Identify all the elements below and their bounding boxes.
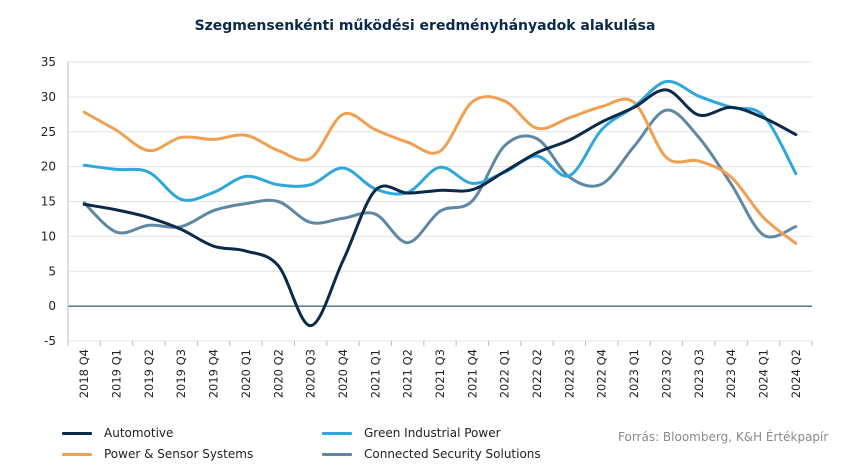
y-tick-label: 30 — [41, 90, 56, 104]
y-tick-label: 35 — [41, 55, 56, 69]
x-tick-label: 2019 Q4 — [207, 349, 221, 398]
x-tick-label: 2024 Q1 — [756, 349, 770, 398]
legend-item-green-industrial: Green Industrial Power — [322, 426, 501, 440]
series-line-connected-security-solutions — [82, 108, 798, 245]
x-tick-label: 2021 Q4 — [465, 349, 479, 398]
x-tick-label: 2023 Q1 — [627, 349, 641, 398]
x-tick-label: 2021 Q1 — [368, 349, 382, 398]
x-tick-label: 2020 Q1 — [239, 349, 253, 398]
legend-label-connected-security: Connected Security Solutions — [364, 447, 541, 461]
source-note: Forrás: Bloomberg, K&H Értékpapír — [618, 430, 829, 444]
x-tick-label: 2022 Q1 — [498, 349, 512, 398]
legend-swatch-automotive — [62, 431, 92, 435]
legend-label-automotive: Automotive — [104, 426, 174, 440]
y-tick-label: 15 — [41, 195, 56, 209]
y-tick-label: 5 — [48, 264, 56, 278]
series-line-automotive — [82, 88, 798, 328]
x-tick-label: 2020 Q4 — [336, 349, 350, 398]
y-tick-label: 25 — [41, 125, 56, 139]
x-tick-label: 2021 Q2 — [401, 349, 415, 398]
x-tick-label: 2022 Q4 — [595, 349, 609, 398]
x-tick-label: 2024 Q2 — [789, 349, 803, 398]
x-tick-label: 2022 Q3 — [562, 349, 576, 398]
y-tick-label: 20 — [41, 160, 56, 174]
x-tick-label: 2023 Q3 — [692, 349, 706, 398]
series-line-power-sensor-systems — [82, 95, 798, 245]
y-tick-label: -5 — [44, 334, 56, 348]
legend-item-connected-security: Connected Security Solutions — [322, 447, 541, 461]
y-tick-label: 0 — [48, 299, 56, 313]
chart-title: Szegmensenkénti működési eredményhányado… — [194, 18, 656, 34]
x-tick-label: 2022 Q2 — [530, 349, 544, 398]
x-tick-label: 2023 Q2 — [659, 349, 673, 398]
x-tick-label: 2021 Q3 — [433, 349, 447, 398]
legend-swatch-connected-security — [322, 452, 352, 456]
x-tick-label: 2020 Q3 — [304, 349, 318, 398]
series-line-green-industrial-power — [82, 79, 798, 202]
legend-item-power-sensor: Power & Sensor Systems — [62, 447, 253, 461]
x-tick-label: 2018 Q4 — [77, 349, 91, 398]
legend-label-green-industrial: Green Industrial Power — [364, 426, 501, 440]
x-tick-label: 2019 Q1 — [110, 349, 124, 398]
x-tick-label: 2020 Q2 — [271, 349, 285, 398]
x-tick-label: 2023 Q4 — [724, 349, 738, 398]
x-tick-label: 2019 Q3 — [174, 349, 188, 398]
legend-swatch-green-industrial — [322, 431, 352, 435]
y-tick-label: 10 — [41, 229, 56, 243]
x-tick-label: 2019 Q2 — [142, 349, 156, 398]
legend-label-power-sensor: Power & Sensor Systems — [104, 447, 254, 461]
legend-swatch-power-sensor — [62, 452, 92, 456]
legend-item-automotive: Automotive — [62, 426, 173, 440]
